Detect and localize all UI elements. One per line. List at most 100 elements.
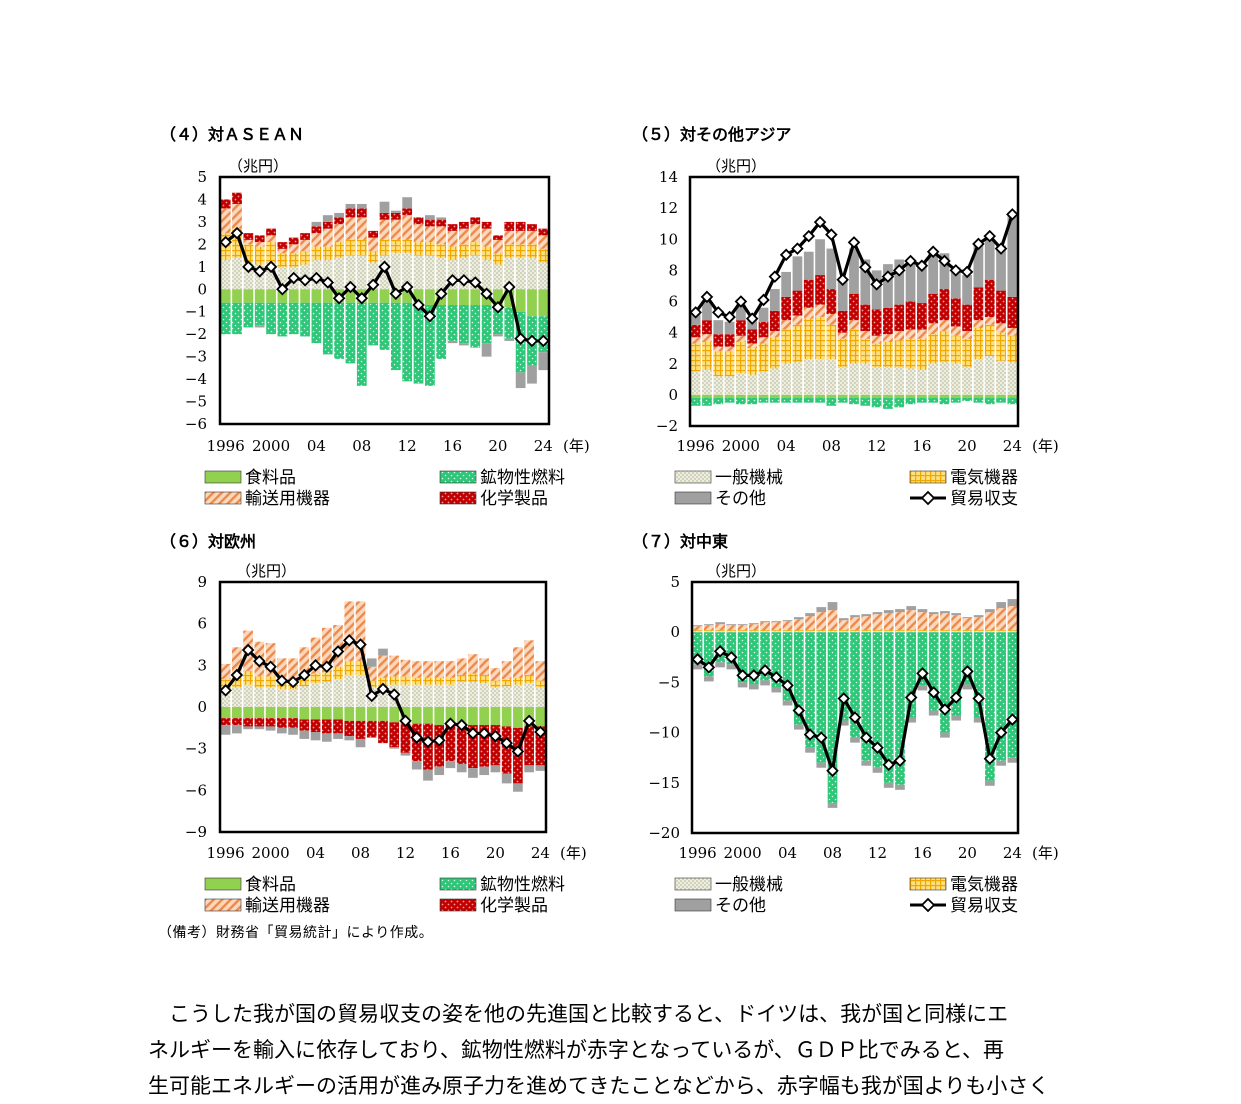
bar-segment-general_machinery: [299, 686, 310, 707]
bar-segment-general_machinery: [984, 355, 995, 395]
bar-segment-electrical: [254, 246, 265, 265]
bar-segment-other: [713, 320, 724, 335]
bar-segment-other_neg: [692, 664, 703, 670]
bar-segment-food: [513, 707, 523, 728]
bar-segment-other: [748, 623, 759, 625]
bar-segment-electrical: [894, 340, 905, 367]
balance-point: [815, 731, 828, 744]
bar-segment-general_machinery: [321, 682, 332, 707]
bar-segment-general_machinery: [917, 631, 928, 633]
bar-segment-electrical: [838, 630, 849, 632]
y-tick-label: 6: [668, 293, 678, 311]
bar-segment-transport: [535, 661, 546, 681]
balance-point: [700, 290, 714, 304]
balance-point: [689, 306, 702, 319]
balance-point: [446, 274, 459, 287]
legend-swatch: [439, 470, 477, 484]
bar-segment-mineral_fuel: [928, 632, 939, 711]
balance-point: [310, 271, 323, 285]
bar-segment-chemical: [826, 289, 837, 314]
bar-segment-transport: [243, 239, 254, 245]
bar-segment-electrical: [459, 244, 469, 258]
balance-point: [253, 654, 266, 668]
balance-point: [275, 674, 289, 687]
bar-segment-electrical: [355, 661, 366, 676]
bar-segment-mineral_fuel: [781, 397, 792, 403]
bar-segment-electrical: [300, 251, 310, 265]
bar-segment-other: [724, 321, 735, 335]
legend-item-general_machinery: 一般機械: [674, 875, 783, 895]
bar-segment-food: [378, 707, 388, 721]
bar-segment-electrical: [1007, 630, 1018, 632]
bar-segment-other_neg: [996, 760, 1006, 766]
bar-segment-mineral_fuel: [996, 397, 1006, 403]
bar-segment-chemical: [356, 208, 367, 218]
bar-segment-electrical: [333, 666, 343, 680]
bar-segment-transport: [378, 655, 388, 678]
legend-label: 鉱物性燃料: [480, 875, 565, 895]
y-tick-label: 0: [197, 280, 207, 298]
bar-segment-mineral_fuel: [1007, 397, 1018, 405]
bar-segment-chemical: [254, 718, 265, 727]
legend-label: その他: [715, 489, 766, 509]
legend-label: 化学製品: [480, 896, 548, 916]
bar-segment-transport: [322, 228, 333, 247]
bar-segment-chemical: [815, 275, 825, 305]
bar-segment-electrical: [490, 680, 501, 688]
bar-segment-other: [837, 278, 848, 311]
bar-segment-general_machinery: [527, 257, 537, 290]
bar-segment-electrical: [747, 348, 758, 375]
bar-segment-transport: [366, 666, 377, 681]
bar-segment-electrical: [704, 630, 714, 632]
balance-point: [972, 237, 985, 251]
balance-point: [321, 276, 335, 289]
bar-segment-transport: [355, 601, 366, 662]
bar-segment-chemical: [524, 726, 534, 766]
bar-segment-general_machinery: [413, 255, 424, 290]
bar-segment-food: [345, 289, 356, 303]
bar-segment-mineral_fuel: [413, 302, 424, 384]
bar-segment-electrical: [368, 251, 379, 263]
bar-segment-electrical: [939, 331, 950, 363]
bar-segment-other: [872, 612, 883, 615]
bar-segment-other: [501, 773, 512, 784]
bar-segment-food: [411, 707, 422, 724]
bar-segment-general_machinery: [895, 631, 905, 633]
bar-segment-food: [355, 707, 366, 721]
legend-swatch: [674, 470, 712, 484]
bar-segment-other: [805, 613, 815, 617]
bar-segment-electrical: [378, 677, 388, 687]
balance-point: [500, 736, 513, 750]
bar-segment-food: [243, 289, 254, 303]
bar-segment-food: [996, 394, 1006, 398]
y-tick-label: 5: [670, 573, 680, 591]
bar-segment-electrical: [493, 253, 503, 265]
bar-segment-electrical: [690, 343, 701, 372]
bar-segment-electrical: [344, 661, 355, 676]
bar-segment-electrical: [524, 675, 534, 684]
bar-segment-electrical: [928, 334, 939, 364]
bar-segment-electrical: [782, 630, 793, 632]
bar-segment-transport: [379, 219, 390, 240]
bar-segment-food: [815, 394, 825, 398]
bar-segment-electrical: [815, 317, 825, 360]
bar-segment-chemical: [413, 217, 424, 225]
bar-segment-other: [220, 725, 231, 735]
source-note: （備考）財務省「貿易統計」により作成。: [158, 925, 434, 941]
bar-segment-mineral_fuel: [254, 302, 265, 326]
bar-segment-chemical: [379, 212, 390, 220]
x-tick-label: 1996: [207, 844, 245, 862]
bar-segment-food: [769, 394, 780, 398]
x-tick-label: 24: [531, 844, 550, 862]
bar-segment-transport: [973, 617, 984, 631]
bar-segment-mineral_fuel: [447, 304, 458, 341]
bar-segment-general_machinery: [515, 257, 526, 290]
bar-segment-general_machinery: [470, 255, 481, 290]
bar-segment-transport: [736, 335, 746, 342]
legend-swatch: [909, 877, 947, 891]
bar-segment-chemical: [368, 230, 379, 238]
legend-swatch: [204, 877, 242, 891]
bar-segment-electrical: [850, 630, 860, 632]
bar-segment-food: [459, 289, 469, 305]
balance-point: [837, 692, 851, 705]
